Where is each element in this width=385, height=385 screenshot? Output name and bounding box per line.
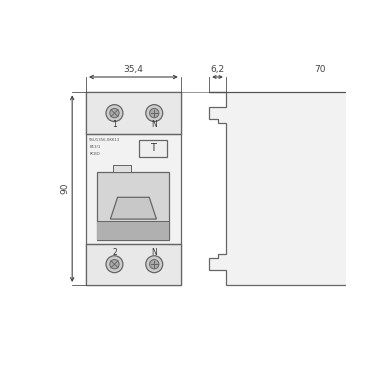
Text: 70: 70: [314, 65, 325, 74]
Circle shape: [150, 109, 159, 118]
Circle shape: [110, 109, 119, 118]
Circle shape: [146, 105, 163, 122]
Text: B13/1: B13/1: [89, 145, 100, 149]
Text: 90: 90: [60, 183, 69, 194]
Bar: [86, 92, 181, 134]
Polygon shape: [209, 92, 385, 285]
Text: 1: 1: [112, 120, 117, 129]
Bar: [97, 221, 169, 239]
Text: 35,4: 35,4: [124, 65, 143, 74]
Bar: [97, 172, 169, 239]
Text: N: N: [151, 120, 157, 129]
Circle shape: [150, 259, 159, 269]
Circle shape: [106, 105, 123, 122]
Polygon shape: [110, 197, 156, 219]
Text: T: T: [151, 144, 156, 153]
Bar: [86, 243, 181, 285]
Circle shape: [106, 256, 123, 273]
Text: 5SU1356-0KK13: 5SU1356-0KK13: [89, 138, 121, 142]
Text: 2: 2: [112, 248, 117, 257]
Text: N: N: [151, 248, 157, 257]
Text: 6,2: 6,2: [211, 65, 224, 74]
Bar: [139, 140, 167, 157]
Text: RCBO: RCBO: [89, 152, 100, 156]
Bar: [86, 92, 181, 285]
Circle shape: [146, 256, 163, 273]
Bar: [112, 165, 131, 172]
Circle shape: [110, 259, 119, 269]
